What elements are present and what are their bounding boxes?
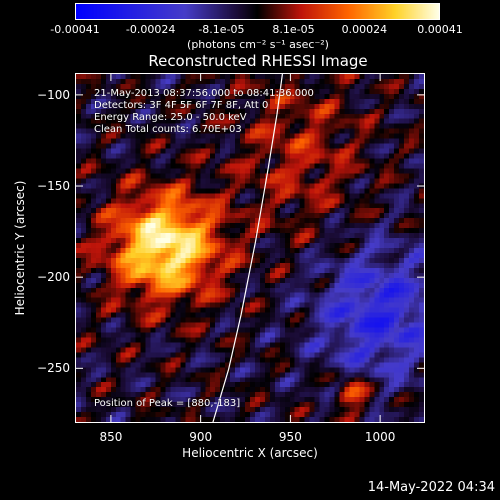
annotation-energy: Energy Range: 25.0 - 50.0 keV: [94, 112, 247, 123]
colorbar-tick-label: 0.00024: [341, 23, 388, 36]
annotation-time: 21-May-2013 08:37:56.000 to 08:41:36.000: [94, 88, 314, 99]
colorbar-tick-label: 0.00041: [417, 23, 463, 36]
y-tick-label: −250: [37, 361, 70, 376]
colorbar-tick-label: 8.1e-05: [272, 23, 315, 36]
x-tick-label: 1000: [364, 430, 396, 444]
solar-limb-svg: [212, 74, 283, 422]
y-axis-label: Heliocentric Y (arcsec): [13, 180, 27, 316]
colorbar-tick-label: -0.00024: [125, 23, 176, 36]
annotation-clean: Clean Total counts: 6.70E+03: [94, 124, 242, 135]
x-tick-label: 950: [278, 430, 302, 444]
x-axis-label: Heliocentric X (arcsec): [182, 446, 318, 460]
solar-limb-line: [212, 74, 283, 422]
y-tick-label: −200: [37, 270, 70, 285]
x-tick-label: 850: [99, 430, 123, 444]
chart-title: Reconstructed RHESSI Image: [148, 52, 368, 70]
y-tick-label: −100: [37, 87, 70, 102]
x-tick-label: 900: [189, 430, 213, 444]
colorbar: [75, 3, 440, 20]
annotation-detectors: Detectors: 3F 4F 5F 6F 7F 8F, Att 0: [94, 100, 269, 111]
timestamp: 14-May-2022 04:34: [367, 480, 495, 495]
plot-area: 21-May-2013 08:37:56.000 to 08:41:36.000…: [75, 73, 425, 423]
colorbar-unit: (photons cm⁻² s⁻¹ asec⁻²): [187, 38, 329, 51]
colorbar-tick-label: -0.00041: [50, 23, 100, 36]
y-tick-label: −150: [37, 179, 70, 194]
colorbar-tick-label: -8.1e-05: [198, 23, 245, 36]
annotation-peak: Position of Peak = [880,-183]: [94, 398, 241, 409]
colorbar-gradient: [76, 4, 439, 19]
heatmap-image: [76, 74, 424, 422]
